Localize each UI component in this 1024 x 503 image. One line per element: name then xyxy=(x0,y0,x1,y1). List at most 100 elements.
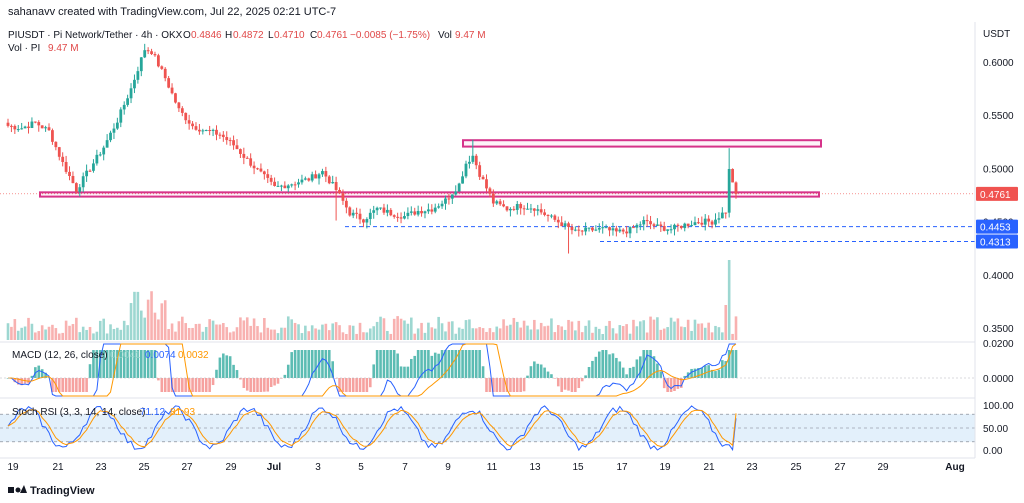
macd-histogram-bar xyxy=(563,378,567,390)
volume-bar xyxy=(707,322,710,340)
volume-bar xyxy=(481,328,485,340)
volume-bar xyxy=(256,326,259,340)
support-zone[interactable] xyxy=(39,191,820,198)
resistance-zone[interactable] xyxy=(462,139,822,148)
volume-bar xyxy=(526,325,529,340)
macd-histogram-bar xyxy=(546,371,550,378)
volume-bar xyxy=(283,327,287,340)
macd-histogram-bar xyxy=(433,352,437,378)
candle xyxy=(727,168,731,213)
volume-bar xyxy=(13,319,17,340)
volume-bar xyxy=(710,332,714,340)
price-pane[interactable] xyxy=(0,43,975,340)
volume-bar xyxy=(252,318,256,340)
volume-bar xyxy=(341,332,345,340)
macd-histogram-bar xyxy=(252,378,256,392)
macd-histogram-bar xyxy=(351,378,355,392)
candle xyxy=(584,227,588,232)
candle xyxy=(92,163,95,171)
volume-bar xyxy=(16,330,20,340)
candle xyxy=(392,215,396,217)
macd-histogram-bar xyxy=(304,350,307,378)
volume-bar xyxy=(734,316,738,340)
candle xyxy=(529,208,533,210)
candle xyxy=(724,212,728,214)
candle xyxy=(303,178,307,180)
macd-histogram-bar xyxy=(492,378,495,392)
volume-bar xyxy=(153,312,157,340)
macd-histogram-bar xyxy=(379,350,382,378)
candle xyxy=(310,174,314,181)
candle xyxy=(396,216,400,218)
volume-bar xyxy=(406,323,410,340)
macd-histogram-bar xyxy=(174,378,177,392)
candle xyxy=(280,185,283,187)
macd-histogram-bar xyxy=(440,350,444,378)
macd-histogram-bar xyxy=(181,378,184,392)
volume-bar xyxy=(628,333,632,340)
candle xyxy=(221,134,225,138)
candle xyxy=(115,122,119,129)
price-axis[interactable]: USDT 0.60000.55000.50000.45000.40000.350… xyxy=(976,29,1018,457)
tradingview-logo-icon xyxy=(8,485,27,493)
volume-bar xyxy=(703,327,707,340)
time-axis-label: 29 xyxy=(225,462,237,473)
volume-bar xyxy=(239,317,242,340)
stoch-rsi-pane[interactable] xyxy=(0,405,975,452)
time-axis-label: 29 xyxy=(877,462,889,473)
candle xyxy=(156,55,160,67)
macd-histogram-bar xyxy=(594,356,598,378)
volume-bar xyxy=(225,327,229,340)
volume-bar xyxy=(57,333,61,340)
candle xyxy=(464,163,468,177)
symbol-title: PIUSDT · Pi Network/Tether · 4h · OKX xyxy=(8,30,183,41)
macd-histogram-bar xyxy=(321,350,324,378)
macd-histogram-bar xyxy=(68,378,71,392)
macd-histogram-bar xyxy=(16,378,20,385)
time-axis[interactable]: 19 21 23 25 27 29 Jul 3 5 7 9 11 13 15 17 19 21 23 25 27 29 A… xyxy=(7,462,964,473)
macd-histogram-bar xyxy=(652,356,656,378)
candle xyxy=(341,193,345,201)
macd-histogram-bar xyxy=(324,350,328,378)
macd-histogram-bar xyxy=(502,378,505,392)
volume-bar xyxy=(666,327,669,340)
volume-bar xyxy=(652,319,656,340)
macd-histogram-bar xyxy=(690,368,693,378)
macd-histogram-bar xyxy=(61,378,64,392)
candle xyxy=(645,220,649,222)
candle xyxy=(355,212,359,214)
candle xyxy=(262,171,266,175)
macd-histogram-bar xyxy=(293,350,297,378)
candle xyxy=(327,176,331,184)
macd-histogram-bar xyxy=(628,367,632,378)
volume-bar xyxy=(71,324,75,340)
volume-bar xyxy=(34,332,37,340)
macd-histogram-bar xyxy=(78,378,82,392)
candle xyxy=(635,224,639,228)
macd-histogram-bar xyxy=(680,378,683,388)
volume-bar xyxy=(88,326,92,340)
volume-bar xyxy=(177,321,181,340)
volume-bar xyxy=(184,323,188,340)
volume-bar xyxy=(85,329,88,340)
candle xyxy=(707,218,711,222)
volume-bar xyxy=(37,331,41,340)
volume-bar xyxy=(546,325,550,340)
macd-pane[interactable] xyxy=(0,343,975,397)
vol-label: Vol xyxy=(438,30,452,41)
volume-bar xyxy=(727,260,731,340)
volume-bar xyxy=(461,328,464,340)
macd-histogram-bar xyxy=(372,364,376,378)
volume-bar xyxy=(601,333,605,340)
candle xyxy=(659,224,663,227)
volume-bar xyxy=(584,325,587,340)
volume-bar xyxy=(259,332,263,340)
candle xyxy=(478,165,482,177)
candle xyxy=(481,176,485,180)
macd-histogram-bar xyxy=(341,378,345,392)
volume-bar xyxy=(245,317,249,340)
change-value: −0.0085 (−1.75%) xyxy=(350,30,430,41)
volume-bar xyxy=(553,332,557,340)
volume-bar xyxy=(92,333,95,340)
